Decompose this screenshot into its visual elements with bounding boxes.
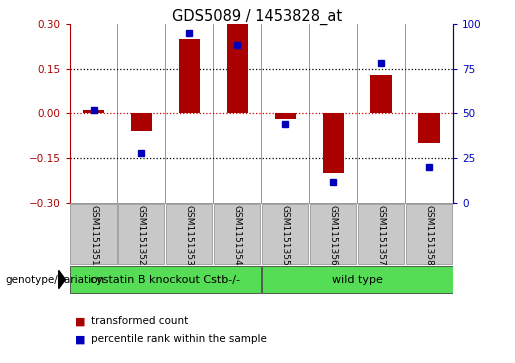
- Bar: [70, 266, 261, 293]
- Bar: [418, 113, 440, 143]
- Text: GSM1151358: GSM1151358: [425, 205, 434, 266]
- Text: GSM1151351: GSM1151351: [89, 205, 98, 266]
- Text: GDS5089 / 1453828_at: GDS5089 / 1453828_at: [173, 9, 342, 25]
- Bar: [214, 204, 261, 264]
- Text: genotype/variation: genotype/variation: [5, 274, 104, 285]
- Bar: [310, 204, 356, 264]
- Text: ■: ■: [75, 316, 85, 326]
- Bar: [131, 113, 152, 131]
- Bar: [370, 74, 392, 113]
- Text: GSM1151356: GSM1151356: [329, 205, 338, 266]
- Bar: [118, 204, 164, 264]
- Bar: [274, 113, 296, 119]
- Text: transformed count: transformed count: [91, 316, 188, 326]
- Bar: [262, 266, 453, 293]
- Text: cystatin B knockout Cstb-/-: cystatin B knockout Cstb-/-: [91, 274, 241, 285]
- Text: ■: ■: [75, 334, 85, 344]
- Bar: [262, 204, 308, 264]
- Text: GSM1151355: GSM1151355: [281, 205, 290, 266]
- Bar: [358, 204, 404, 264]
- Bar: [179, 38, 200, 113]
- Text: GSM1151352: GSM1151352: [137, 205, 146, 266]
- Text: wild type: wild type: [332, 274, 383, 285]
- Bar: [322, 113, 344, 174]
- Bar: [166, 204, 213, 264]
- Text: percentile rank within the sample: percentile rank within the sample: [91, 334, 267, 344]
- Bar: [406, 204, 452, 264]
- Bar: [227, 24, 248, 113]
- Bar: [71, 204, 116, 264]
- Text: GSM1151357: GSM1151357: [377, 205, 386, 266]
- Bar: [83, 110, 105, 113]
- Text: GSM1151354: GSM1151354: [233, 205, 242, 266]
- Text: GSM1151353: GSM1151353: [185, 205, 194, 266]
